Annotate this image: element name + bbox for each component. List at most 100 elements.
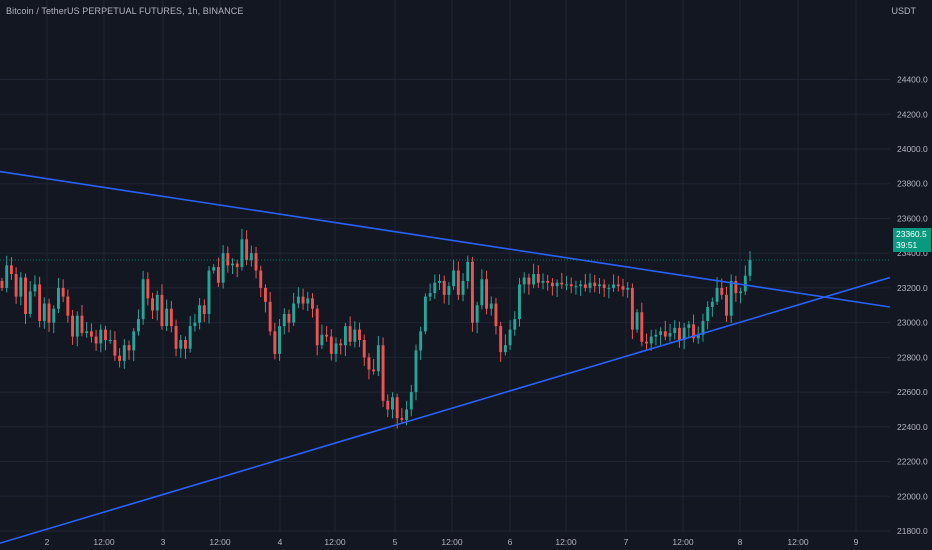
y-tick-label: 22600.0 — [897, 387, 928, 397]
candle-body — [61, 287, 65, 297]
candle-body — [503, 345, 507, 353]
candle-body — [532, 274, 536, 285]
candle-body — [376, 345, 380, 372]
candle-body — [99, 329, 103, 344]
candle-body — [216, 267, 220, 283]
candle-body — [296, 296, 300, 304]
candle-body — [259, 270, 263, 288]
candle-body — [696, 334, 700, 339]
candle-body — [607, 287, 611, 289]
candle-body — [28, 291, 32, 314]
candle-body — [118, 355, 122, 361]
x-tick-label: 12:00 — [787, 537, 809, 547]
candle-body — [325, 334, 329, 337]
candle-body — [80, 315, 84, 334]
y-tick-label: 24200.0 — [897, 109, 928, 119]
candle-body — [372, 369, 376, 372]
candle-body — [546, 280, 550, 283]
x-tick-label: 8 — [738, 537, 743, 547]
candle-body — [466, 261, 470, 281]
candle-body — [706, 307, 710, 321]
candle-body — [52, 308, 56, 323]
candle-body — [743, 275, 747, 292]
y-tick-label: 22400.0 — [897, 422, 928, 432]
candle-body — [428, 293, 432, 297]
y-tick-label: 21800.0 — [897, 526, 928, 536]
candle-body — [518, 284, 521, 320]
candle-body — [640, 312, 644, 342]
x-tick-label: 9 — [854, 537, 859, 547]
candle-body — [207, 270, 211, 314]
candle-body — [320, 334, 324, 346]
candle-body — [645, 341, 648, 344]
candle-body — [598, 284, 601, 287]
candle-body — [560, 282, 564, 285]
candle-body — [104, 329, 107, 340]
candle-body — [381, 345, 385, 401]
candle-body — [184, 340, 187, 349]
candle-body — [75, 315, 79, 337]
trendline — [0, 170, 891, 308]
candle-body — [240, 239, 244, 268]
candle-body — [47, 303, 51, 323]
x-tick-label: 4 — [278, 537, 283, 547]
candle-body — [127, 345, 131, 351]
candle-body — [367, 357, 371, 370]
candle-body — [452, 270, 456, 287]
candle-body — [94, 336, 98, 344]
candle-body — [739, 291, 743, 294]
candle-body — [522, 277, 526, 285]
candle-body — [0, 280, 4, 288]
candle-body — [682, 327, 686, 340]
candle-body — [292, 303, 296, 323]
candle-body — [358, 329, 361, 340]
x-tick-label: 12:00 — [209, 537, 231, 547]
candle-body — [66, 296, 70, 316]
candle-body — [677, 327, 681, 340]
currency-label: USDT — [891, 6, 917, 16]
candle-body — [226, 253, 230, 266]
candle-body — [395, 397, 399, 419]
candle-body — [179, 340, 183, 349]
y-tick-label: 23000.0 — [897, 318, 928, 328]
time-axis-area — [0, 532, 932, 550]
candle-body — [602, 284, 606, 288]
candle-body — [188, 326, 192, 349]
candle-body — [245, 239, 249, 261]
x-tick-label: 12:00 — [555, 537, 577, 547]
candle-body — [202, 305, 206, 314]
candle-body — [254, 253, 258, 271]
candle-body — [174, 326, 178, 349]
candle-body — [715, 287, 719, 302]
candle-body — [729, 280, 733, 316]
candle-body — [692, 324, 696, 339]
candle-body — [663, 331, 667, 337]
candle-body — [268, 301, 272, 332]
candle-body — [555, 282, 559, 287]
candle-body — [287, 313, 291, 323]
price-axis-area — [890, 0, 932, 550]
candle-body — [343, 326, 347, 346]
candle-body — [565, 284, 568, 286]
candle-body — [423, 296, 427, 332]
candle-body — [400, 418, 404, 420]
candle-body — [626, 287, 630, 290]
y-tick-label: 23400.0 — [897, 248, 928, 258]
candle-body — [362, 340, 366, 358]
candle-body — [198, 305, 202, 323]
candle-body — [136, 319, 140, 332]
candle-body — [146, 279, 150, 299]
candle-body — [71, 315, 75, 337]
candle-body — [461, 280, 465, 295]
candle-body — [485, 279, 489, 309]
candle-body — [470, 261, 474, 323]
y-tick-label: 23600.0 — [897, 213, 928, 223]
candle-body — [659, 331, 663, 335]
candle-body — [569, 284, 573, 287]
candle-body — [33, 284, 37, 292]
candle-body — [24, 277, 27, 314]
symbol-title[interactable]: Bitcoin / TetherUS PERPETUAL FUTURES, 1h… — [6, 6, 244, 16]
candle-body — [710, 301, 714, 308]
x-tick-label: 2 — [45, 537, 50, 547]
